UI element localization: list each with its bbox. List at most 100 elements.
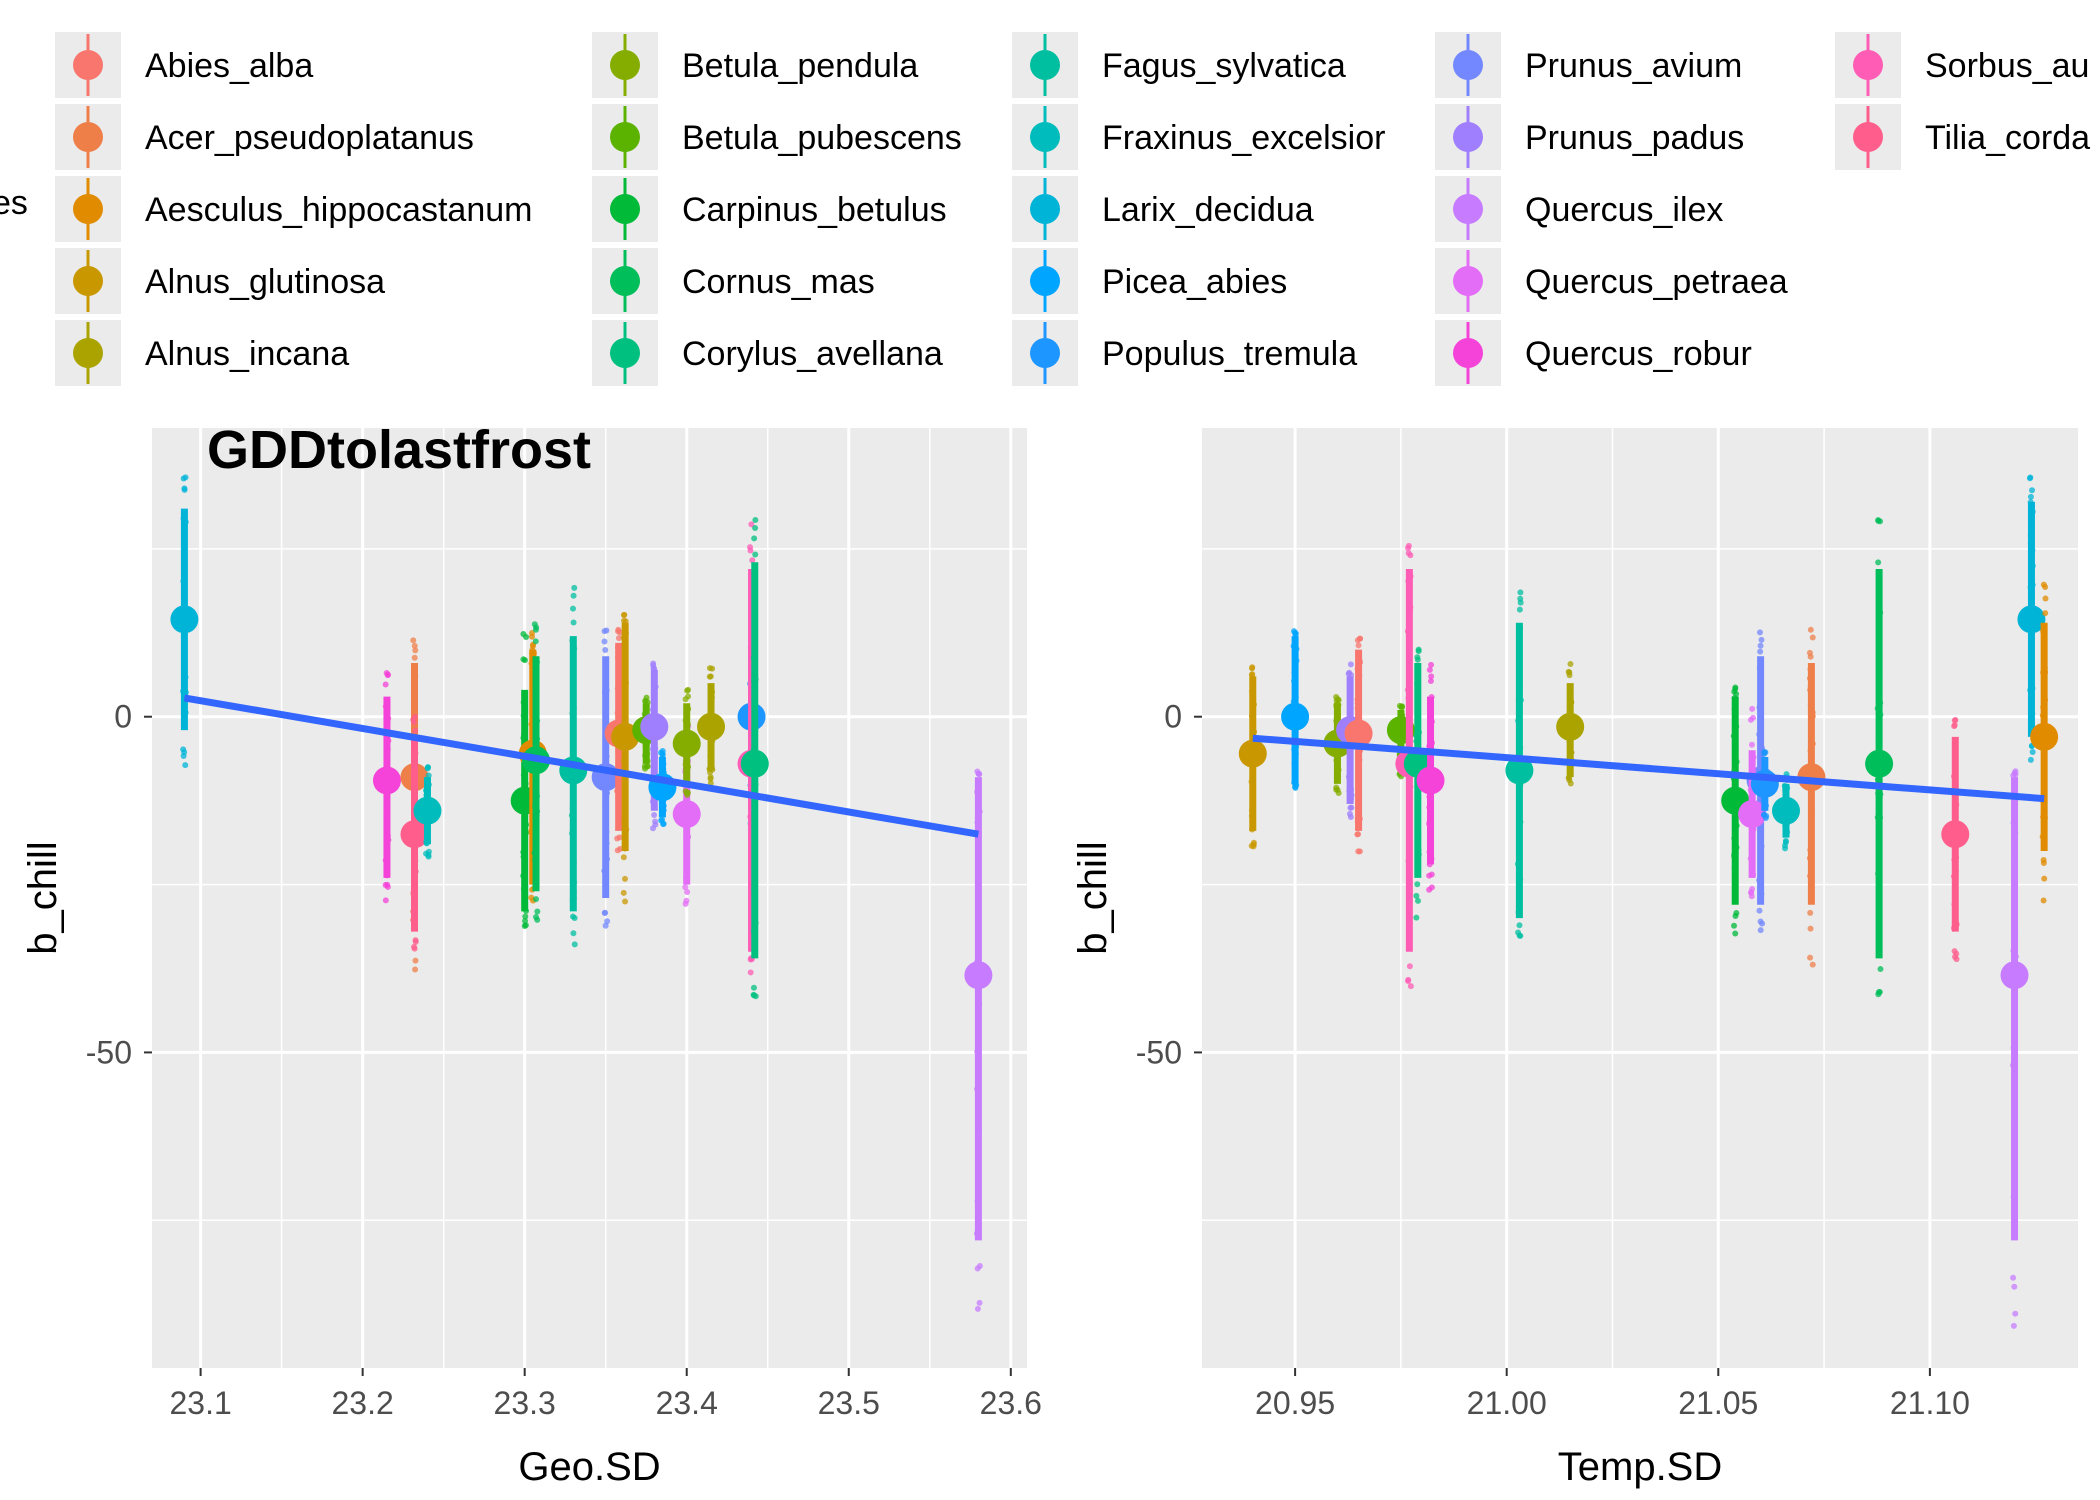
legend-key-point bbox=[1030, 194, 1060, 224]
legend-label: Fagus_sylvatica bbox=[1102, 47, 1346, 85]
posterior-draw-point bbox=[410, 637, 417, 644]
posterior-draw-point bbox=[532, 626, 539, 633]
y-axis-title: b_chill bbox=[1071, 841, 1115, 954]
posterior-draw-point bbox=[750, 984, 757, 991]
posterior-draw-point bbox=[1756, 907, 1763, 914]
posterior-draw-point bbox=[707, 774, 714, 781]
posterior-draw-point bbox=[411, 945, 418, 952]
posterior-draw-point bbox=[2042, 595, 2049, 602]
legend-key-point bbox=[1453, 50, 1483, 80]
series-aesculus-hippocastanum bbox=[2030, 581, 2059, 904]
legend-item-prunus-padus: Prunus_padus bbox=[1435, 104, 1744, 170]
legend-key-point bbox=[73, 266, 103, 296]
series-quercus-robur bbox=[1416, 661, 1445, 893]
mean-point bbox=[1941, 820, 1970, 849]
posterior-draw-point bbox=[533, 896, 540, 903]
legend-item-quercus-robur: Quercus_robur bbox=[1435, 320, 1752, 386]
legend-key-point bbox=[1030, 122, 1060, 152]
legend-label: Aesculus_hippocastanum bbox=[145, 191, 532, 229]
panel-temp-sd: 20.95 21.00 21.05 21.10 -50 0 Temp.SD b_chill bbox=[1071, 428, 2078, 1489]
posterior-draw-point bbox=[604, 918, 611, 925]
legend-item-sorbus-au: Sorbus_au bbox=[1835, 32, 2089, 98]
posterior-draw-point bbox=[974, 1305, 981, 1312]
posterior-draw-point bbox=[2027, 756, 2034, 763]
legend-key-point bbox=[610, 194, 640, 224]
posterior-draw-point bbox=[2029, 487, 2036, 494]
mean-point bbox=[1281, 702, 1310, 731]
posterior-draw-point bbox=[1732, 684, 1739, 691]
posterior-draw-point bbox=[425, 852, 432, 859]
series-cornus-mas bbox=[1865, 517, 1894, 998]
legend-key-point bbox=[1453, 338, 1483, 368]
legend-key-point bbox=[1853, 122, 1883, 152]
posterior-draw-point bbox=[1427, 678, 1434, 685]
mean-point bbox=[1738, 800, 1767, 829]
posterior-draw-point bbox=[602, 646, 609, 653]
legend-label: Prunus_avium bbox=[1525, 47, 1742, 85]
y-tick-label: -50 bbox=[1136, 1034, 1182, 1070]
posterior-draw-point bbox=[1333, 694, 1340, 701]
mean-point bbox=[1556, 712, 1585, 741]
posterior-draw-point bbox=[1517, 932, 1524, 939]
series-picea-abies bbox=[1281, 628, 1310, 791]
posterior-draw-point bbox=[1807, 925, 1814, 932]
legend-key-point bbox=[610, 50, 640, 80]
legend-item-larix-decidua: Larix_decidua bbox=[1012, 176, 1314, 242]
legend-label: Betula_pubescens bbox=[682, 119, 962, 157]
posterior-draw-point bbox=[570, 619, 577, 626]
posterior-draw-point bbox=[644, 763, 651, 770]
legend-key-point bbox=[1453, 266, 1483, 296]
posterior-draw-point bbox=[1413, 892, 1420, 899]
series-tilia-corda bbox=[400, 713, 429, 952]
posterior-draw-point bbox=[1807, 954, 1814, 961]
legend-item-alnus-glutinosa: Alnus_glutinosa bbox=[55, 248, 385, 314]
legend-key-point bbox=[73, 122, 103, 152]
series-corylus-avellana bbox=[740, 517, 769, 1000]
posterior-draw-point bbox=[1732, 930, 1739, 937]
x-tick-label: 23.3 bbox=[494, 1385, 556, 1421]
posterior-draw-point bbox=[1356, 635, 1363, 642]
posterior-draw-point bbox=[601, 628, 608, 635]
posterior-draw-point bbox=[2011, 1283, 2018, 1290]
posterior-draw-point bbox=[620, 889, 627, 896]
posterior-draw-point bbox=[1807, 909, 1814, 916]
legend-item-picea-abies: Picea_abies bbox=[1012, 248, 1287, 314]
posterior-draw-point bbox=[748, 521, 755, 528]
series-quercus-ilex bbox=[964, 768, 993, 1312]
posterior-draw-point bbox=[182, 762, 189, 769]
posterior-draw-point bbox=[2029, 749, 2036, 756]
posterior-draw-point bbox=[384, 881, 391, 888]
posterior-draw-point bbox=[1761, 749, 1768, 756]
x-tick-label: 21.00 bbox=[1467, 1385, 1547, 1421]
legend-key-point bbox=[73, 50, 103, 80]
posterior-draw-point bbox=[1748, 893, 1755, 900]
posterior-draw-point bbox=[521, 657, 528, 664]
posterior-draw-point bbox=[1407, 983, 1414, 990]
posterior-draw-point bbox=[1758, 636, 1765, 643]
legend-item-populus-tremula: Populus_tremula bbox=[1012, 320, 1357, 386]
posterior-draw-point bbox=[1413, 914, 1420, 921]
mean-point bbox=[964, 961, 993, 990]
posterior-draw-point bbox=[752, 551, 759, 558]
posterior-draw-point bbox=[1516, 606, 1523, 613]
posterior-draw-point bbox=[2010, 1274, 2017, 1281]
y-tick-label: -50 bbox=[86, 1034, 132, 1070]
mean-point bbox=[672, 729, 701, 758]
posterior-draw-point bbox=[622, 898, 629, 905]
mean-point bbox=[1344, 719, 1373, 748]
posterior-draw-point bbox=[1406, 963, 1413, 970]
legend-item-quercus-petraea: Quercus_petraea bbox=[1435, 248, 1788, 314]
series-alnus-incana bbox=[697, 665, 726, 787]
posterior-draw-point bbox=[534, 908, 541, 915]
legend-item-acer-pseudoplatanus: Acer_pseudoplatanus bbox=[55, 104, 474, 170]
posterior-draw-point bbox=[412, 966, 419, 973]
posterior-draw-point bbox=[180, 753, 187, 760]
posterior-draw-point bbox=[620, 854, 627, 861]
legend-key-point bbox=[610, 266, 640, 296]
legend-key-point bbox=[73, 194, 103, 224]
series-quercus-petraea bbox=[1738, 705, 1767, 900]
posterior-draw-point bbox=[532, 638, 539, 645]
x-tick-label: 21.05 bbox=[1678, 1385, 1758, 1421]
posterior-draw-point bbox=[1807, 653, 1814, 660]
